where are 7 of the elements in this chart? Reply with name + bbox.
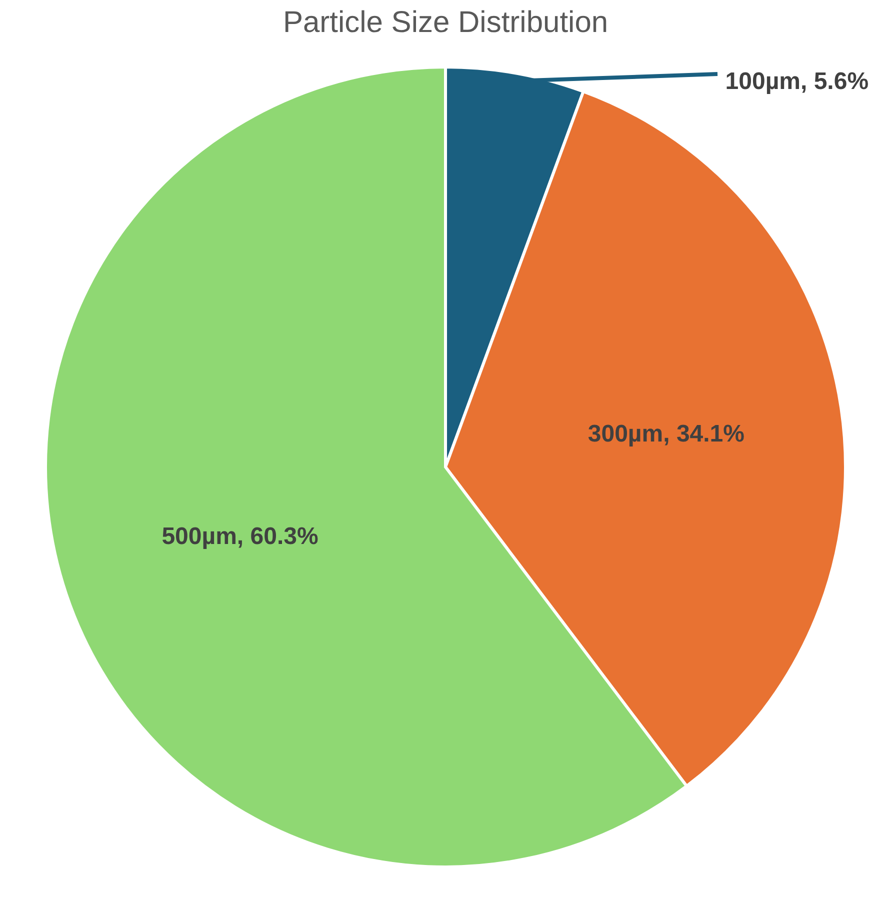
slice-label: 100µm [725,68,800,95]
data-label: , 34.1% [663,420,744,448]
slice-label: 300µm [588,420,664,448]
chart-title: Particle Size Distribution [282,6,608,39]
slice-label: 500µm [162,522,237,550]
data-label: , 60.3% [236,522,318,550]
data-label: , 5.6% [800,68,869,95]
